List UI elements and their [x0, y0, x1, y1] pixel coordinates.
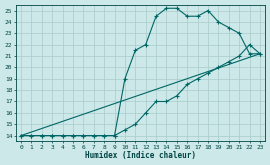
- X-axis label: Humidex (Indice chaleur): Humidex (Indice chaleur): [85, 151, 196, 160]
